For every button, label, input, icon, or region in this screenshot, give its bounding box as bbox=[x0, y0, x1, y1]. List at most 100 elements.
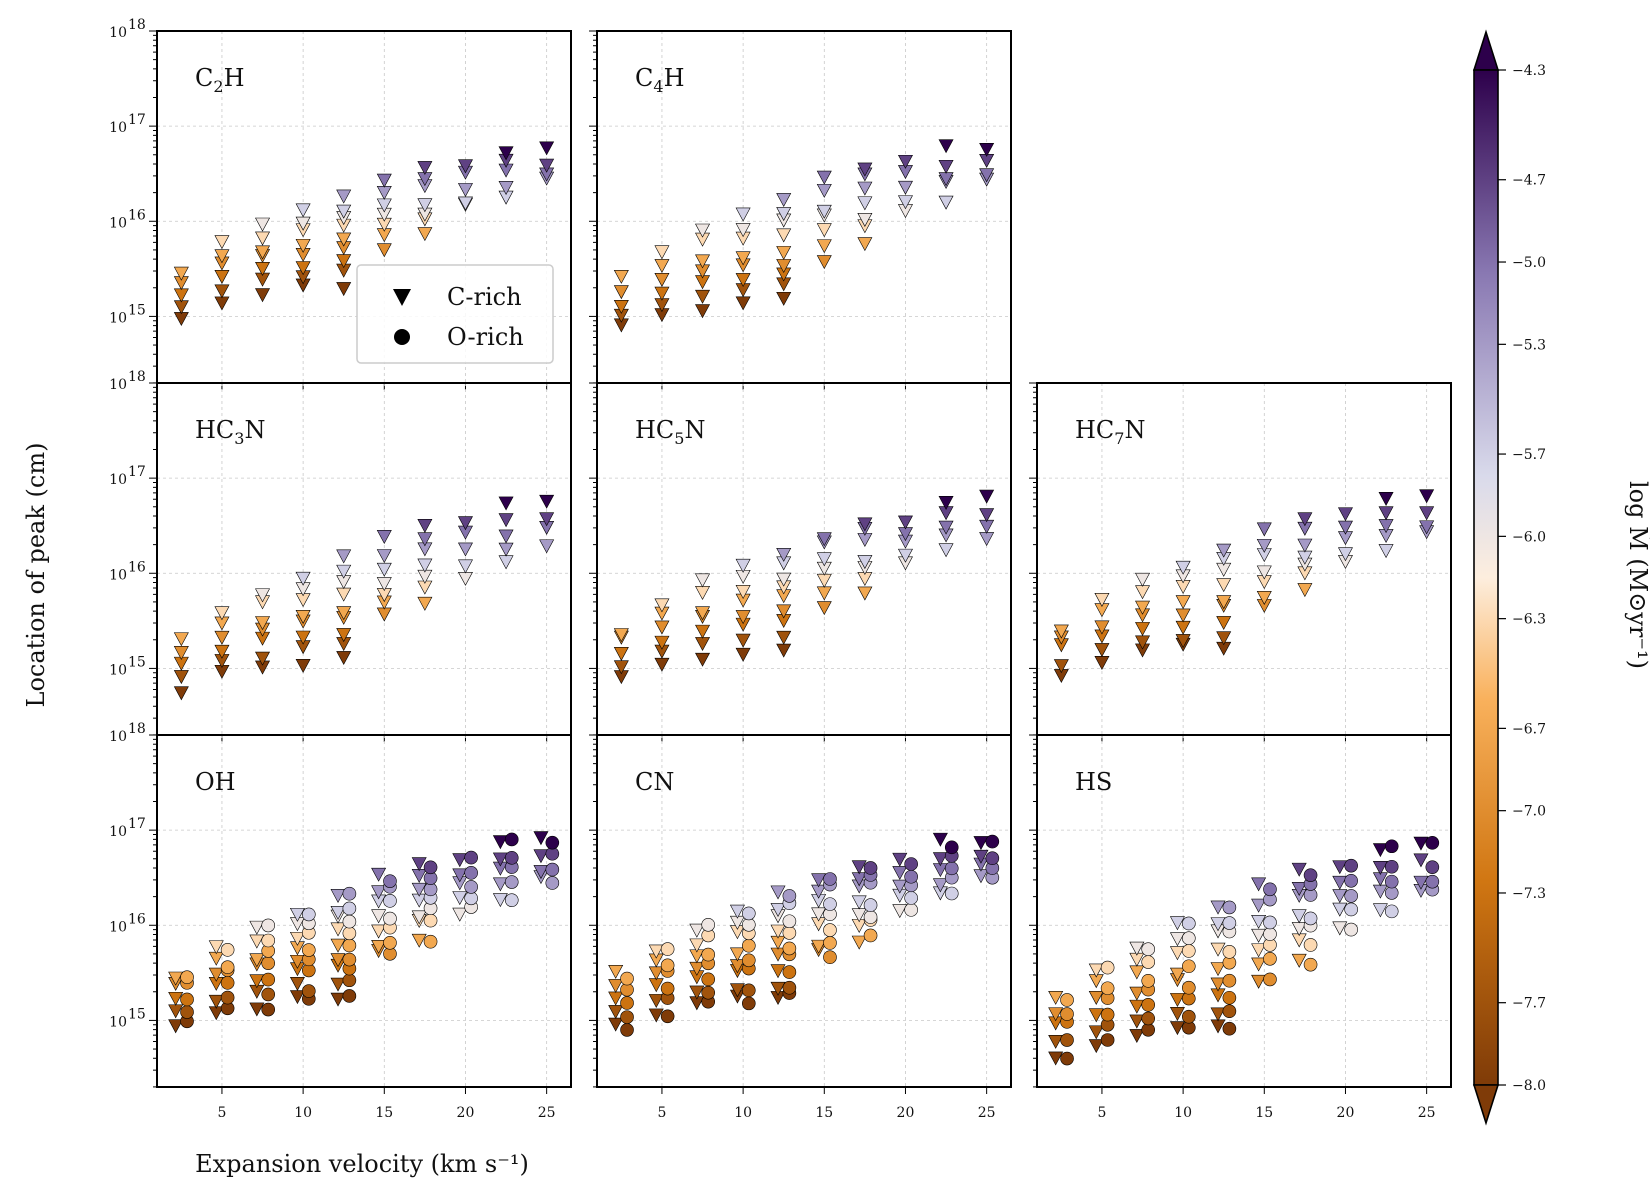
panel-frame bbox=[1036, 734, 1452, 1088]
data-point-c-rich bbox=[168, 971, 184, 986]
data-point-c-rich bbox=[1251, 877, 1267, 892]
data-point-o-rich bbox=[863, 898, 878, 912]
data-point-c-rich bbox=[735, 223, 751, 238]
data-point-o-rich bbox=[383, 935, 397, 950]
data-point-o-rich bbox=[1344, 889, 1358, 903]
data-point-c-rich bbox=[330, 953, 346, 968]
data-point-o-rich bbox=[782, 941, 797, 956]
data-point-c-rich bbox=[938, 543, 954, 558]
data-point-c-rich bbox=[1048, 990, 1064, 1005]
data-point-c-rich bbox=[457, 516, 473, 531]
data-point-c-rich bbox=[1251, 898, 1267, 913]
data-point-o-rich bbox=[1303, 911, 1318, 926]
data-point-o-rich bbox=[545, 862, 560, 877]
data-point-o-rich bbox=[1344, 922, 1358, 937]
data-point-c-rich bbox=[857, 517, 873, 532]
y-tick-label: 10 bbox=[109, 472, 127, 488]
data-point-c-rich bbox=[729, 983, 745, 998]
data-point-o-rich bbox=[504, 893, 519, 907]
data-point-c-rich bbox=[1251, 957, 1267, 972]
data-point-o-rich bbox=[1100, 981, 1115, 996]
data-point-c-rich bbox=[938, 139, 954, 154]
data-point-c-rich bbox=[255, 616, 271, 631]
data-point-o-rich bbox=[301, 943, 316, 957]
data-point-c-rich bbox=[417, 558, 433, 573]
data-point-c-rich bbox=[897, 515, 913, 530]
data-point-c-rich bbox=[330, 977, 346, 992]
data-point-c-rich bbox=[776, 643, 792, 658]
data-point-o-rich bbox=[1100, 1033, 1115, 1047]
data-point-c-rich bbox=[776, 630, 792, 645]
data-point-o-rich bbox=[782, 889, 797, 903]
y-tick-label-exponent: 15 bbox=[128, 302, 146, 318]
data-point-o-rich bbox=[261, 972, 276, 987]
data-point-o-rich bbox=[823, 923, 837, 937]
data-point-c-rich bbox=[289, 977, 305, 991]
data-point-c-rich bbox=[1129, 986, 1145, 1001]
data-point-c-rich bbox=[1297, 538, 1313, 553]
data-point-c-rich bbox=[816, 204, 832, 219]
data-point-c-rich bbox=[214, 630, 230, 645]
colorbar-tick-label: −4.3 bbox=[1512, 63, 1546, 79]
data-point-o-rich bbox=[1060, 1051, 1074, 1066]
data-point-c-rich bbox=[1372, 861, 1388, 875]
data-point-c-rich bbox=[1210, 900, 1226, 915]
data-point-o-rich bbox=[504, 832, 519, 847]
data-point-o-rich bbox=[545, 876, 560, 890]
data-point-o-rich bbox=[904, 869, 918, 884]
data-point-c-rich bbox=[417, 519, 433, 533]
x-axis-title: Expansion velocity (km s⁻¹) bbox=[195, 1150, 529, 1178]
data-point-c-rich bbox=[371, 909, 387, 924]
data-point-c-rich bbox=[1291, 882, 1307, 896]
y-tick-label: 10 bbox=[109, 567, 127, 583]
data-point-c-rich bbox=[295, 203, 311, 218]
data-point-c-rich bbox=[289, 907, 305, 922]
data-point-c-rich bbox=[1291, 953, 1307, 968]
data-point-c-rich bbox=[208, 994, 224, 1009]
y-tick-label-exponent: 17 bbox=[128, 464, 146, 480]
x-tick-label: 15 bbox=[815, 1105, 833, 1121]
data-point-c-rich bbox=[695, 652, 711, 667]
data-point-c-rich bbox=[371, 939, 387, 954]
data-point-o-rich bbox=[782, 980, 797, 995]
data-point-c-rich bbox=[452, 853, 468, 868]
data-point-c-rich bbox=[539, 494, 555, 509]
data-point-c-rich bbox=[938, 159, 954, 174]
data-point-c-rich bbox=[533, 831, 549, 846]
data-point-c-rich bbox=[492, 852, 508, 867]
data-point-c-rich bbox=[776, 193, 792, 208]
data-point-c-rich bbox=[770, 903, 786, 918]
data-point-c-rich bbox=[892, 852, 908, 867]
data-point-o-rich bbox=[1263, 927, 1277, 941]
data-point-o-rich bbox=[620, 1023, 634, 1037]
data-point-o-rich bbox=[261, 956, 276, 970]
data-point-o-rich bbox=[863, 928, 878, 943]
data-point-o-rich bbox=[180, 1005, 194, 1019]
data-point-c-rich bbox=[336, 204, 352, 219]
data-point-o-rich bbox=[1344, 902, 1358, 917]
data-point-c-rich bbox=[1419, 489, 1435, 504]
data-point-c-rich bbox=[214, 296, 230, 311]
data-point-c-rich bbox=[1094, 656, 1110, 670]
data-point-c-rich bbox=[255, 217, 271, 232]
data-point-c-rich bbox=[1169, 993, 1185, 1007]
panel-frame bbox=[156, 734, 572, 1088]
colorbar-tick-label: −6.7 bbox=[1512, 721, 1546, 737]
data-point-c-rich bbox=[249, 920, 265, 935]
data-point-c-rich bbox=[1210, 917, 1226, 932]
data-point-c-rich bbox=[249, 974, 265, 989]
data-point-c-rich bbox=[214, 284, 230, 299]
data-point-c-rich bbox=[613, 647, 629, 661]
data-point-c-rich bbox=[1256, 522, 1272, 537]
data-point-c-rich bbox=[1216, 631, 1232, 646]
data-point-c-rich bbox=[654, 259, 670, 274]
data-point-c-rich bbox=[1291, 862, 1307, 877]
panel-label: C2H bbox=[195, 64, 245, 96]
data-point-o-rich bbox=[180, 992, 194, 1007]
data-point-c-rich bbox=[979, 168, 995, 183]
data-point-o-rich bbox=[1182, 916, 1196, 931]
data-point-o-rich bbox=[741, 906, 756, 921]
data-point-c-rich bbox=[295, 238, 311, 253]
data-point-c-rich bbox=[654, 657, 670, 672]
